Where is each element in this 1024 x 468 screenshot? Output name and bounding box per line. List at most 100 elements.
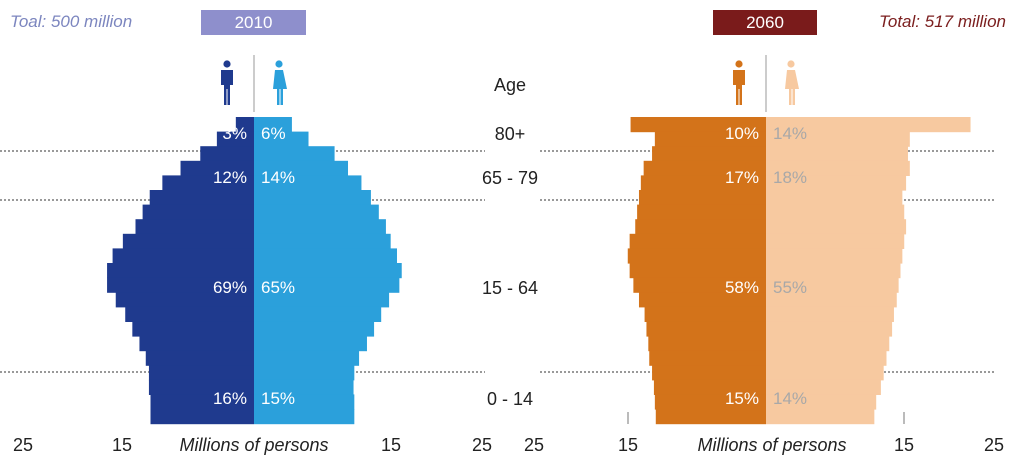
year-box-2060: 2060	[713, 10, 817, 35]
bar-female-2060-11	[766, 277, 899, 293]
male-person-icon-2060	[733, 70, 745, 105]
female-person-icon-head-2060	[787, 60, 795, 68]
x-tick-2010-2: 15	[381, 435, 401, 455]
bar-female-2010-14	[254, 321, 375, 337]
bar-male-2010-5	[149, 190, 254, 206]
total-label-2060: Total: 517 million	[879, 12, 1006, 31]
bar-male-2010-14	[132, 321, 254, 337]
total-label-2010: Toal: 500 million	[10, 12, 133, 31]
bar-female-2010-7	[254, 219, 386, 235]
pct-male-2010-3: 16%	[213, 389, 247, 408]
bar-male-2010-17	[148, 365, 254, 381]
bar-male-2060-10	[629, 263, 766, 279]
bar-female-2060-20	[766, 409, 875, 425]
bar-male-2010-6	[142, 204, 254, 220]
pct-male-2010-2: 69%	[213, 278, 247, 297]
x-tick-2060-2: 15	[894, 435, 914, 455]
bar-female-2060-8	[766, 233, 905, 249]
bar-male-2060-8	[629, 233, 766, 249]
bar-female-2060-0	[766, 117, 971, 133]
bar-female-2010-20	[254, 409, 355, 425]
bar-female-2060-4	[766, 175, 907, 191]
bar-female-2060-3	[766, 160, 910, 176]
bar-female-2010-2	[254, 146, 335, 162]
bar-female-2060-12	[766, 292, 897, 308]
bar-male-2060-7	[635, 219, 766, 235]
bar-male-2060-13	[644, 306, 766, 322]
bar-male-2010-0	[235, 117, 254, 133]
x-tick-2060-1: 15	[618, 435, 638, 455]
bar-female-2060-2	[766, 146, 908, 162]
bar-male-2010-4	[162, 175, 254, 191]
bar-male-2060-5	[638, 190, 766, 206]
bar-female-2010-11	[254, 277, 400, 293]
pct-male-2060-0: 10%	[725, 124, 759, 143]
pct-female-2010-1: 14%	[261, 168, 295, 187]
bar-female-2010-17	[254, 365, 355, 381]
bar-female-2010-18	[254, 379, 354, 395]
pct-female-2060-2: 55%	[773, 278, 807, 297]
bar-male-2060-9	[627, 248, 766, 264]
age-axis-title: Age	[494, 75, 526, 95]
bar-female-2010-5	[254, 190, 371, 206]
bar-female-2010-8	[254, 233, 391, 249]
pct-female-2010-2: 65%	[261, 278, 295, 297]
age-group-label-3: 0 - 14	[487, 389, 533, 409]
bar-male-2010-10	[107, 263, 254, 279]
female-person-icon-head-2010	[275, 60, 283, 68]
x-tick-2060-0: 25	[524, 435, 544, 455]
age-group-label-0: 80+	[495, 124, 526, 144]
bar-male-2010-3	[180, 160, 254, 176]
bar-female-2010-13	[254, 306, 382, 322]
bar-male-2060-16	[649, 350, 766, 366]
bar-male-2060-1	[654, 131, 766, 147]
bar-female-2060-1	[766, 131, 910, 147]
female-person-icon-2060	[785, 70, 799, 105]
bar-female-2060-18	[766, 379, 881, 395]
bar-male-2010-16	[145, 350, 254, 366]
bar-male-2010-7	[135, 219, 254, 235]
bar-female-2060-19	[766, 394, 877, 410]
bar-female-2010-12	[254, 292, 390, 308]
pct-male-2060-1: 17%	[725, 168, 759, 187]
x-axis-label-2060: Millions of persons	[697, 435, 846, 455]
bar-female-2010-15	[254, 336, 367, 352]
age-group-label-2: 15 - 64	[482, 278, 538, 298]
age-group-label-1: 65 - 79	[482, 168, 538, 188]
bar-female-2010-9	[254, 248, 397, 264]
bar-female-2010-19	[254, 394, 355, 410]
bar-female-2010-1	[254, 131, 309, 147]
pct-female-2060-3: 14%	[773, 389, 807, 408]
bar-female-2060-16	[766, 350, 887, 366]
female-person-icon-2010	[273, 70, 287, 105]
bar-male-2060-2	[652, 146, 766, 162]
bar-female-2060-5	[766, 190, 903, 206]
bar-female-2060-14	[766, 321, 893, 337]
bar-male-2010-1	[216, 131, 254, 147]
bar-male-2010-13	[125, 306, 254, 322]
x-axis-label-2010: Millions of persons	[179, 435, 328, 455]
bar-male-2010-2	[200, 146, 254, 162]
bar-female-2060-17	[766, 365, 884, 381]
x-tick-2010-0: 25	[13, 435, 33, 455]
bar-male-2010-8	[122, 233, 254, 249]
bar-male-2060-15	[648, 336, 766, 352]
bar-male-2060-17	[652, 365, 766, 381]
bar-female-2010-10	[254, 263, 402, 279]
bar-male-2010-15	[139, 336, 254, 352]
bar-female-2060-7	[766, 219, 907, 235]
bar-male-2060-14	[646, 321, 766, 337]
bar-male-2060-6	[637, 204, 766, 220]
bar-male-2010-12	[115, 292, 254, 308]
bar-female-2010-6	[254, 204, 379, 220]
bar-male-2010-19	[150, 394, 254, 410]
bar-male-2060-18	[653, 379, 766, 395]
bar-female-2010-0	[254, 117, 292, 133]
pct-female-2060-1: 18%	[773, 168, 807, 187]
x-tick-2060-3: 25	[984, 435, 1004, 455]
pct-male-2010-1: 12%	[213, 168, 247, 187]
male-person-icon-2010	[221, 70, 233, 105]
pct-female-2010-3: 15%	[261, 389, 295, 408]
bar-female-2060-9	[766, 248, 903, 264]
bar-male-2060-11	[633, 277, 766, 293]
